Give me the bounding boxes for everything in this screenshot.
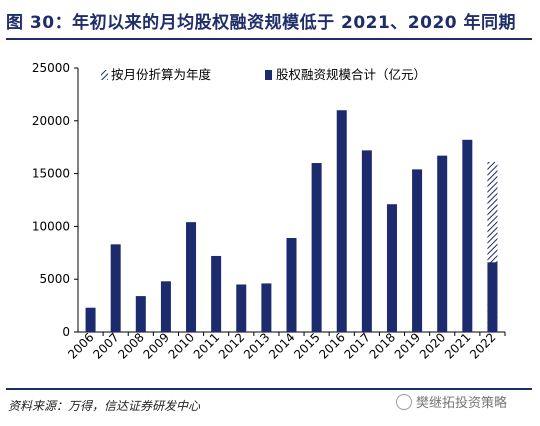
x-tick-label: 2010 bbox=[166, 330, 197, 361]
x-tick-label: 2015 bbox=[291, 330, 322, 361]
bar-2007 bbox=[110, 244, 121, 332]
bar-2019 bbox=[412, 169, 423, 332]
x-tick-label: 2008 bbox=[115, 330, 146, 361]
x-tick-label: 2017 bbox=[341, 330, 372, 361]
x-tick-label: 2016 bbox=[316, 330, 347, 361]
bar-2021 bbox=[462, 139, 473, 332]
bar-2012 bbox=[236, 284, 247, 332]
bar-2014 bbox=[286, 238, 297, 332]
bar-2008 bbox=[135, 296, 146, 332]
bar-2006 bbox=[85, 307, 96, 332]
legend-swatch-annualized bbox=[101, 70, 108, 80]
x-tick-label: 2011 bbox=[191, 330, 222, 361]
x-tick-label: 2014 bbox=[266, 330, 297, 361]
wechat-logo-icon bbox=[396, 393, 412, 410]
legend-label-annualized: 按月份折算为年度 bbox=[111, 67, 212, 82]
footer-rule bbox=[6, 388, 532, 390]
bar-2015 bbox=[311, 163, 322, 332]
bar-2020 bbox=[437, 155, 448, 332]
y-tick-label: 5000 bbox=[39, 272, 70, 286]
x-tick-label: 2013 bbox=[241, 330, 272, 361]
y-tick-label: 10000 bbox=[32, 219, 70, 233]
y-tick-label: 25000 bbox=[32, 61, 70, 75]
bar-2013 bbox=[261, 283, 272, 332]
bar-2022 bbox=[487, 262, 498, 332]
x-tick-label: 2007 bbox=[90, 330, 121, 361]
x-tick-label: 2021 bbox=[442, 330, 473, 361]
bar-2010 bbox=[186, 222, 197, 332]
watermark-text: 樊继拓投资策略 bbox=[416, 396, 508, 411]
x-tick-label: 2022 bbox=[467, 330, 498, 361]
title-rule bbox=[6, 38, 532, 40]
watermark: 樊继拓投资策略 bbox=[396, 392, 507, 411]
bar-annualized-2022 bbox=[487, 161, 498, 332]
bar-2018 bbox=[386, 204, 397, 332]
legend-swatch-total bbox=[265, 70, 272, 80]
legend-label-total: 股权融资规模合计（亿元） bbox=[276, 67, 426, 82]
x-tick-label: 2012 bbox=[216, 330, 247, 361]
bar-2009 bbox=[160, 281, 171, 332]
bar-2011 bbox=[211, 255, 222, 332]
chart-title: 图 30：年初以来的月均股权融资规模低于 2021、2020 年同期 bbox=[6, 13, 517, 33]
y-tick-label: 20000 bbox=[32, 114, 70, 128]
x-tick-label: 2019 bbox=[392, 330, 423, 361]
bar-2017 bbox=[361, 150, 372, 332]
bar-chart: 0500010000150002000025000200620072008200… bbox=[32, 61, 506, 362]
x-tick-label: 2009 bbox=[141, 330, 172, 361]
source-note: 资料来源：万得，信达证券研发中心 bbox=[8, 399, 201, 413]
bar-2016 bbox=[336, 110, 347, 333]
x-tick-label: 2018 bbox=[367, 330, 398, 361]
y-tick-label: 0 bbox=[62, 325, 70, 339]
x-tick-label: 2020 bbox=[417, 330, 448, 361]
y-tick-label: 15000 bbox=[32, 167, 70, 181]
